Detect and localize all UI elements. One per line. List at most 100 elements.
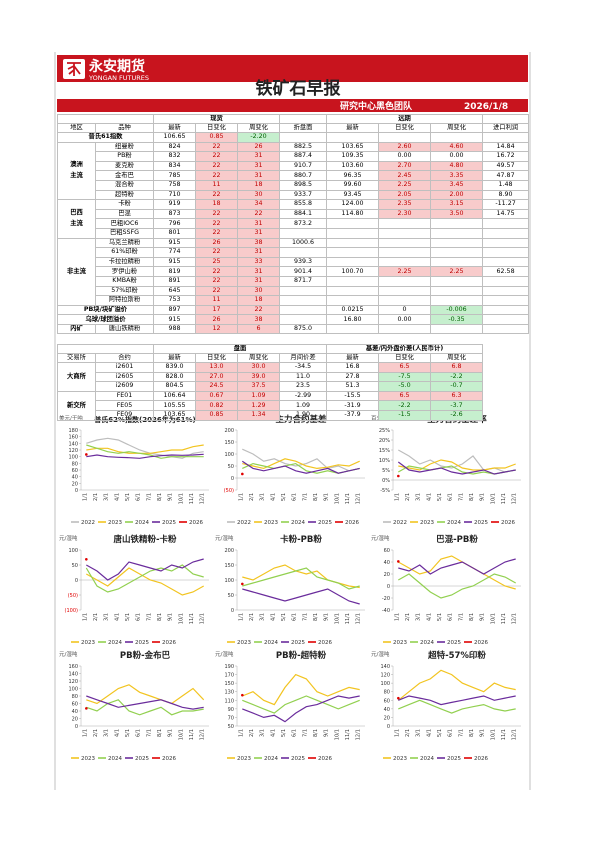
x-tick-label: 8/1: [469, 729, 475, 737]
x-tick-label: 9/1: [168, 729, 174, 737]
group-header-row: 现货 远期: [57, 114, 530, 124]
chart-title: 卡粉-PB粉: [280, 534, 322, 545]
row-name: 57%印粉: [95, 285, 154, 297]
x-tick-label: 2/1: [93, 729, 99, 737]
y-tick-label: 5%: [382, 468, 390, 474]
column-header: 日变化: [195, 353, 238, 363]
x-tick-label: 7/1: [146, 729, 152, 737]
cell-value: 12: [195, 323, 238, 335]
x-tick-label: 10/1: [490, 613, 496, 624]
x-tick-label: 12/1: [200, 613, 206, 624]
cell-value: 0.82: [195, 400, 238, 411]
x-tick-label: 7/1: [146, 613, 152, 621]
series-point: [241, 582, 244, 586]
cell-value: 6.3: [430, 390, 484, 402]
y-tick-label: 140: [68, 672, 78, 678]
cell-value: -2.99: [278, 390, 328, 402]
header-row: 交易所 合约 最新 日变化 周变化 月间价差 最新 日变化 周变化: [57, 353, 484, 363]
x-tick-label: 10/1: [490, 729, 496, 740]
cell-value: 31: [236, 218, 281, 229]
table-row: 普氏61指数 106.65 0.85 -2.20: [57, 132, 530, 143]
x-tick-label: 11/1: [345, 613, 351, 624]
section-label-line: 非主流: [67, 267, 86, 275]
x-tick-label: 3/1: [104, 493, 110, 501]
y-tick-label: 200: [224, 548, 234, 554]
table-row: i2605 828.0 27.0 39.0 11.0 27.8 -7.5 -2.2: [58, 371, 484, 383]
futures-table: 盘面 基差/内外盘价差(人民币计) 交易所 合约 最新 日变化 周变化 月间价差 最新 日变化 周变…: [57, 344, 484, 421]
cell-value: 898.5: [279, 179, 328, 191]
column-header: 最新: [326, 353, 380, 363]
legend-label: 2024: [135, 520, 149, 526]
y-tick-label: 40: [384, 707, 390, 713]
y-tick-label: 140: [68, 441, 78, 447]
x-tick-label: 4/1: [114, 729, 120, 737]
x-tick-label: 1/1: [82, 613, 88, 621]
row-name: PB粉: [95, 151, 154, 162]
y-tick-label: 80: [72, 461, 78, 467]
cell-value: 0.00: [378, 151, 432, 162]
row-name: 卡拉拉精粉: [95, 256, 154, 268]
cell-value: 109.35: [326, 151, 380, 162]
series-line: [242, 564, 360, 589]
row-name: FE05: [95, 400, 154, 411]
x-tick-label: 1/1: [82, 729, 88, 737]
x-tick-label: 10/1: [490, 493, 496, 504]
x-tick-label: 11/1: [189, 729, 195, 740]
spot-table: 现货 远期 地区 品种 最新 日变化 周变化 折盘面 最新 日变化 周变化 进口利润 普氏61指数 106…: [57, 114, 530, 335]
series-point: [397, 474, 400, 478]
group-header-row: 盘面 基差/内外盘价差(人民币计): [57, 344, 484, 354]
x-tick-label: 4/1: [270, 493, 276, 501]
x-tick-label: 7/1: [458, 493, 464, 501]
chart-title: 巴混-PB粉: [436, 534, 478, 545]
row-name: 纽曼粉: [95, 141, 154, 153]
series-line: [398, 699, 516, 714]
x-tick-label: 2/1: [249, 493, 255, 501]
cell-value: 93.45: [326, 189, 380, 201]
cell-value: 873: [153, 208, 196, 220]
series-line: [397, 669, 516, 701]
cell-value: 6.8: [430, 362, 484, 373]
x-tick-label: 12/1: [512, 493, 518, 504]
team: 研究中心黑色团队: [340, 100, 413, 112]
cell-value: 37.5: [237, 381, 280, 392]
cell-value: 22: [195, 218, 238, 229]
x-tick-label: 9/1: [480, 493, 486, 501]
x-tick-label: 10/1: [334, 613, 340, 624]
series-line: [86, 684, 205, 705]
empty-cell: [482, 247, 530, 258]
cell-value: 1000.6: [279, 237, 328, 249]
x-tick-label: 9/1: [168, 493, 174, 501]
empty-cell: [430, 256, 484, 268]
cell-value: 774: [153, 247, 196, 258]
cell-value: 910.7: [279, 160, 328, 172]
y-tick-label: 150: [224, 681, 234, 687]
table-row: 57%印粉 645 22 30: [58, 285, 530, 297]
y-tick-label: 20: [384, 572, 390, 578]
cell-value: 3.50: [430, 208, 484, 220]
cell-value: 22: [195, 141, 238, 153]
x-tick-label: 10/1: [178, 613, 184, 624]
table-row: i2609 804.5 24.5 37.5 23.5 51.3 -5.0 -0.7: [58, 381, 484, 392]
cell-value: 22: [195, 285, 238, 297]
x-tick-label: 1/1: [394, 493, 400, 501]
y-tick-label: 100: [224, 452, 234, 458]
y-tick-label: 0: [387, 724, 390, 730]
cell-value: 832: [153, 151, 196, 162]
series-line: [242, 673, 360, 706]
x-tick-label: 7/1: [302, 613, 308, 621]
section-label: 大商所: [57, 362, 96, 392]
x-tick-label: 5/1: [125, 613, 131, 621]
cell-value: 33: [236, 256, 281, 268]
y-tick-label: 20: [72, 717, 78, 723]
x-tick-label: 4/1: [426, 729, 432, 737]
empty-cell: [326, 323, 380, 335]
empty-cell: [326, 285, 380, 297]
x-tick-label: 11/1: [501, 493, 507, 504]
blank-cell: [279, 114, 328, 124]
cell-value: 875.0: [279, 323, 328, 335]
cell-value: 6.5: [378, 390, 432, 402]
x-tick-label: 11/1: [189, 613, 195, 624]
x-tick-label: 12/1: [200, 493, 206, 504]
cell-value: 22: [195, 151, 238, 162]
